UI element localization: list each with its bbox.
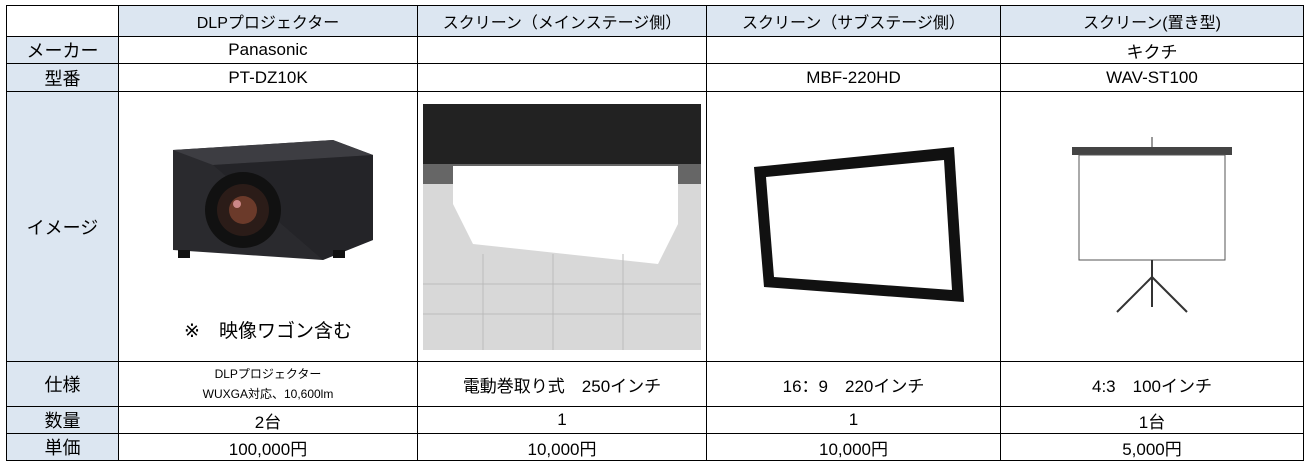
cell: PT-DZ10K <box>118 63 418 92</box>
cell <box>417 36 707 64</box>
row-label: 数量 <box>6 406 119 434</box>
cell-line: DLPプロジェクター <box>214 367 322 381</box>
header-cell: DLPプロジェクター <box>118 5 418 37</box>
row: 単価 100,000円 10,000円 10,000円 5,000円 <box>6 433 1304 461</box>
header-cell: スクリーン（メインステージ側） <box>417 5 707 37</box>
row: 仕様 DLPプロジェクター WUXGA対応、10,600lm 電動巻取り式 250イン… <box>6 361 1304 407</box>
cell: 1 <box>417 406 707 434</box>
cell: 2台 <box>118 406 418 434</box>
row-label: 型番 <box>6 63 119 92</box>
cell <box>706 36 1001 64</box>
corner-cell <box>6 5 119 37</box>
cell: Panasonic <box>118 36 418 64</box>
tripod-screen-image <box>1072 136 1232 313</box>
cell: 10,000円 <box>417 433 707 461</box>
header-cell: スクリーン(置き型) <box>1000 5 1304 37</box>
cell: 100,000円 <box>118 433 418 461</box>
cell <box>417 91 707 362</box>
row-label: メーカー <box>6 36 119 64</box>
row-label: 単価 <box>6 433 119 461</box>
cell: 10,000円 <box>706 433 1001 461</box>
row-label: 仕様 <box>6 361 119 407</box>
cell: 4:3 100インチ <box>1000 361 1304 407</box>
cell <box>1000 91 1304 362</box>
cell: MBF-220HD <box>706 63 1001 92</box>
spec-table: DLPプロジェクター スクリーン（メインステージ側） スクリーン（サブステージ側）ス… <box>6 5 1304 461</box>
cell: ※ 映像ワゴン含む <box>118 91 418 362</box>
sub-screen-image <box>753 146 964 302</box>
page: DLPプロジェクター スクリーン（メインステージ側） スクリーン（サブステージ側）ス… <box>6 5 1304 461</box>
table-body: DLPプロジェクター スクリーン（メインステージ側） スクリーン（サブステージ側）ス… <box>6 5 1304 461</box>
header-cell: スクリーン（サブステージ側） <box>706 5 1001 37</box>
cell <box>417 63 707 92</box>
cell: 1台 <box>1000 406 1304 434</box>
cell: DLPプロジェクター WUXGA対応、10,600lm <box>118 361 418 407</box>
cell <box>706 91 1001 362</box>
cell: 16：9 220インチ <box>706 361 1001 407</box>
row-label: イメージ <box>6 91 119 362</box>
header-row: DLPプロジェクター スクリーン（メインステージ側） スクリーン（サブステージ側）ス… <box>6 5 1304 37</box>
cell: 1 <box>706 406 1001 434</box>
main-screen-image <box>423 103 701 350</box>
cell: WAV-ST100 <box>1000 63 1304 92</box>
image-note: ※ 映像ワゴン含む <box>184 321 352 342</box>
row: メーカー Panasonic キクチ <box>6 36 1304 64</box>
cell: 電動巻取り式 250インチ <box>417 361 707 407</box>
row: 数量 2台 1 1 1台 <box>6 406 1304 434</box>
projector-image <box>173 140 373 260</box>
row: 型番 PT-DZ10K MBF-220HD WAV-ST100 <box>6 63 1304 92</box>
row: イメージ ※ 映像ワゴン含む <box>6 91 1304 362</box>
cell: 5,000円 <box>1000 433 1304 461</box>
cell: キクチ <box>1000 36 1304 64</box>
cell-line: WUXGA対応、10,600lm <box>202 387 334 401</box>
